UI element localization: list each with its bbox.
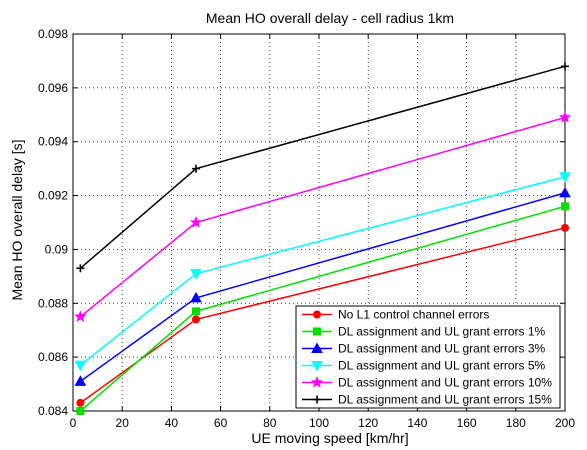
data-point-marker	[189, 215, 203, 228]
data-point-marker	[76, 398, 85, 407]
x-tick-label: 180	[506, 416, 526, 430]
data-point-marker	[74, 360, 87, 372]
y-axis-label: Mean HO overall delay [s]	[9, 139, 25, 300]
legend-label: DL assignment and UL grant errors 15%	[338, 393, 552, 407]
data-point-marker	[561, 223, 569, 232]
data-point-marker	[76, 264, 85, 273]
data-point-marker	[192, 315, 200, 324]
data-point-marker	[73, 310, 87, 323]
x-tick-label: 0	[70, 416, 77, 430]
legend-label: DL assignment and UL grant errors 5%	[338, 359, 546, 373]
series-lines	[73, 62, 572, 415]
legend-label: DL assignment and UL grant errors 10%	[338, 376, 552, 390]
data-point-marker	[192, 164, 200, 173]
legend-box	[295, 305, 561, 409]
x-tick-label: 140	[407, 416, 427, 430]
data-point-marker	[76, 407, 85, 415]
legend-marker	[311, 342, 323, 353]
x-tick-label: 60	[214, 416, 228, 430]
legend-label: No L1 control channel errors	[338, 308, 489, 322]
data-point-marker	[561, 62, 569, 71]
x-axis-label: UE moving speed [km/hr]	[251, 430, 408, 446]
x-tick-label: 20	[116, 416, 130, 430]
chart-title: Mean HO overall delay - cell radius 1km	[206, 10, 454, 26]
data-point-marker	[74, 375, 87, 386]
x-tick-label: 100	[309, 416, 329, 430]
y-tick-label: 0.096	[38, 81, 68, 95]
data-point-marker	[190, 269, 202, 280]
data-point-marker	[558, 110, 572, 123]
legend-marker	[313, 310, 321, 319]
legend-marker	[311, 361, 323, 372]
data-point-marker	[559, 186, 571, 198]
data-point-marker	[190, 291, 202, 303]
x-tick-label: 40	[165, 416, 179, 430]
data-point-marker	[559, 172, 571, 183]
y-tick-label: 0.084	[38, 404, 68, 418]
legend-marker	[313, 327, 321, 336]
y-tick-label: 0.094	[38, 135, 68, 149]
x-tick-label: 200	[555, 416, 575, 430]
x-tick-label: 80	[263, 416, 277, 430]
data-point-marker	[561, 202, 569, 211]
x-tick-label: 160	[457, 416, 477, 430]
series-line	[79, 116, 566, 318]
y-tick-label: 0.088	[38, 296, 68, 310]
legend-marker	[310, 375, 324, 388]
y-tick-label: 0.092	[38, 189, 68, 203]
legend-label: DL assignment and UL grant errors 3%	[338, 342, 546, 356]
legend-marker	[313, 395, 321, 404]
x-tick-label: 120	[358, 416, 378, 430]
legend: No L1 control channel errors DL assignmen…	[295, 305, 561, 409]
y-tick-label: 0.09	[45, 242, 69, 256]
y-tick-label: 0.098	[38, 27, 68, 41]
series-line	[79, 65, 566, 269]
y-tick-label: 0.086	[38, 350, 68, 364]
legend-label: DL assignment and UL grant errors 1%	[338, 325, 546, 339]
data-point-marker	[192, 307, 200, 316]
